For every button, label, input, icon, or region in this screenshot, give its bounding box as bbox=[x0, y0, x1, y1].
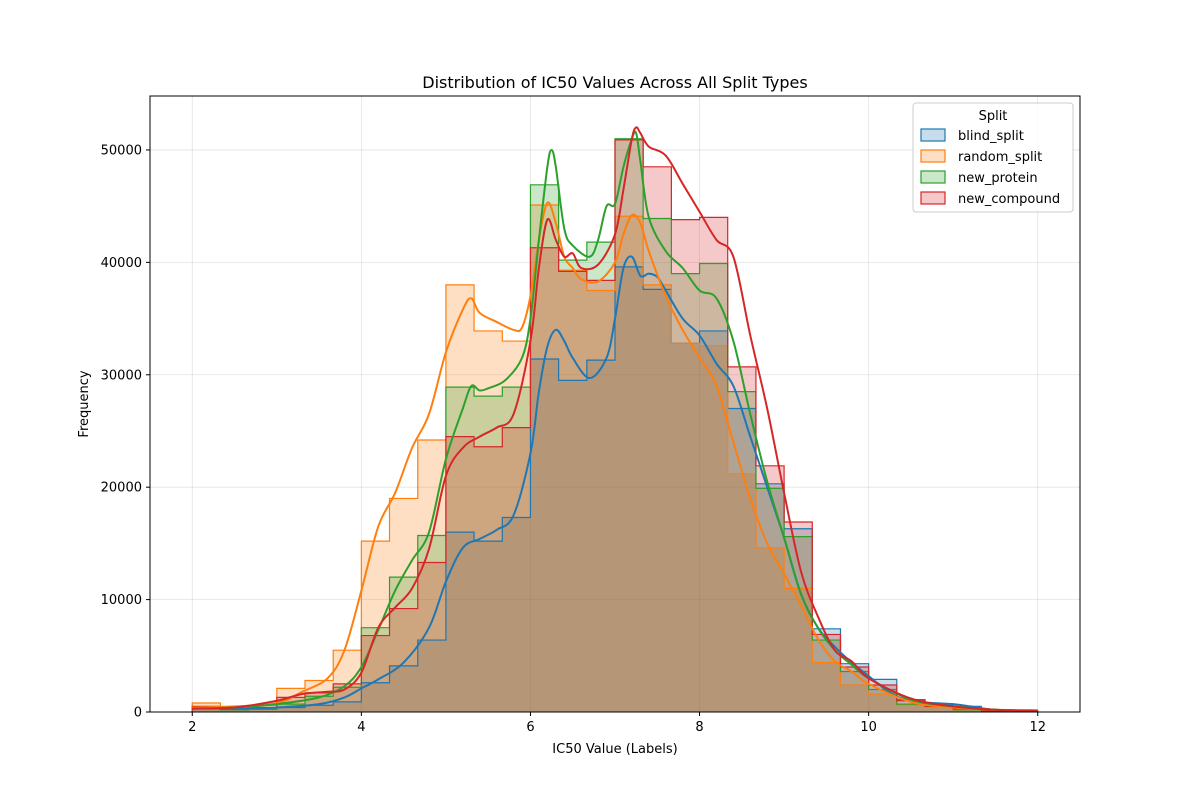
y-tick-label: 30000 bbox=[101, 368, 142, 383]
x-axis-label: IC50 Value (Labels) bbox=[552, 742, 677, 757]
legend: Split blind_split random_split new_protein… bbox=[912, 102, 1074, 213]
y-tick-label: 10000 bbox=[101, 593, 142, 608]
x-tick-label: 4 bbox=[357, 720, 365, 735]
x-tick-label: 2 bbox=[188, 720, 196, 735]
legend-label-random_split: random_split bbox=[958, 150, 1042, 165]
legend-items: blind_split random_split new_protein new_co… bbox=[920, 128, 1060, 207]
histogram-fills bbox=[192, 138, 1038, 712]
blind_split-kde-line bbox=[192, 255, 1038, 712]
legend-swatch-new_protein bbox=[920, 170, 946, 184]
y-tick-label: 0 bbox=[134, 706, 142, 721]
x-tick-label: 6 bbox=[526, 720, 534, 735]
plot-frame bbox=[149, 95, 1081, 713]
y-axis-label: Frequency bbox=[77, 370, 92, 437]
new_compound-hist-fill bbox=[192, 139, 1038, 712]
new_compound-kde-line bbox=[192, 126, 1038, 712]
new_protein-kde-line bbox=[192, 130, 1038, 712]
x-tick-label: 10 bbox=[860, 720, 877, 735]
y-tick-label: 40000 bbox=[101, 256, 142, 271]
legend-label-new_compound: new_compound bbox=[958, 192, 1060, 207]
legend-swatch-new_compound bbox=[920, 191, 946, 205]
legend-box bbox=[912, 102, 1074, 213]
random_split-kde-line bbox=[192, 201, 1038, 712]
y-tick-label: 20000 bbox=[101, 481, 142, 496]
legend-label-blind_split: blind_split bbox=[958, 129, 1024, 144]
blind_split-hist-fill bbox=[192, 266, 1038, 712]
legend-title: Split bbox=[979, 109, 1008, 124]
x-tick-label: 8 bbox=[695, 720, 703, 735]
random_split-hist-fill bbox=[192, 205, 1038, 712]
y-tick-label: 50000 bbox=[101, 143, 142, 158]
x-tick-label: 12 bbox=[1029, 720, 1046, 735]
kde-lines bbox=[192, 126, 1038, 712]
chart-title: Distribution of IC50 Values Across All S… bbox=[422, 73, 807, 92]
legend-label-new_protein: new_protein bbox=[958, 171, 1038, 186]
legend-swatch-blind_split bbox=[920, 128, 946, 142]
new_protein-hist-fill bbox=[192, 138, 1038, 712]
axis-ticks: 2 4 6 8 10 12 0 10000 20000 30000 40000 50000 bbox=[101, 143, 1046, 735]
legend-swatch-random_split bbox=[920, 149, 946, 163]
